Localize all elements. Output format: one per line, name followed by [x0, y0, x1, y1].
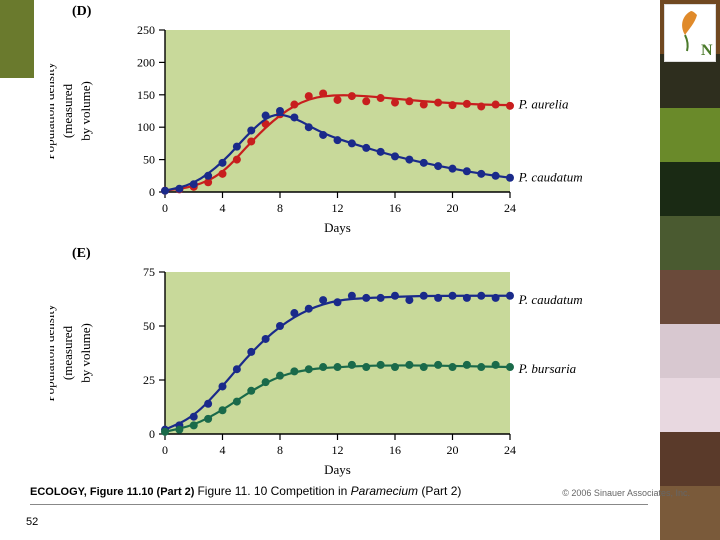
svg-text:12: 12: [332, 443, 344, 457]
svg-text:16: 16: [389, 201, 401, 215]
svg-text:(measured: (measured: [60, 325, 75, 380]
svg-text:Days: Days: [324, 220, 351, 235]
footer-divider: [30, 504, 648, 505]
chart-panel-d: 0 4 8 12 16 20 24 0 50 100 150 200 250 Days Population…: [50, 18, 620, 238]
svg-text:Days: Days: [324, 462, 351, 477]
caption-genus: Paramecium: [351, 484, 418, 498]
copyright-text: © 2006 Sinauer Associates, Inc.: [562, 488, 690, 498]
sidebar-photo: [660, 270, 720, 324]
svg-text:P. caudatum: P. caudatum: [518, 292, 583, 307]
svg-text:N: N: [701, 42, 713, 59]
svg-text:by volume): by volume): [78, 81, 93, 141]
svg-text:100: 100: [137, 120, 155, 134]
svg-text:12: 12: [332, 201, 344, 215]
svg-text:8: 8: [277, 201, 283, 215]
svg-text:0: 0: [162, 443, 168, 457]
caption-suffix: (Part 2): [418, 484, 461, 498]
svg-text:P. bursaria: P. bursaria: [518, 361, 577, 376]
svg-text:4: 4: [220, 201, 226, 215]
svg-text:24: 24: [504, 201, 516, 215]
svg-text:P. caudatum: P. caudatum: [518, 170, 583, 185]
svg-text:Population density: Population density: [50, 304, 57, 402]
svg-text:150: 150: [137, 88, 155, 102]
svg-text:75: 75: [143, 265, 155, 279]
svg-text:50: 50: [143, 319, 155, 333]
svg-text:Population density: Population density: [50, 62, 57, 160]
svg-text:by volume): by volume): [78, 323, 93, 383]
svg-text:0: 0: [162, 201, 168, 215]
sidebar-photo: [660, 324, 720, 378]
svg-text:24: 24: [504, 443, 516, 457]
svg-text:4: 4: [220, 443, 226, 457]
sidebar-photo: [660, 162, 720, 216]
svg-text:20: 20: [447, 201, 459, 215]
figure-caption: ECOLOGY, Figure 11.10 (Part 2) Figure 11…: [30, 484, 690, 499]
caption-text: Figure 11. 10 Competition in Paramecium …: [197, 484, 461, 498]
sidebar-photo: [660, 216, 720, 270]
svg-text:200: 200: [137, 55, 155, 69]
page-number: 52: [26, 516, 38, 528]
svg-text:250: 250: [137, 23, 155, 37]
svg-text:16: 16: [389, 443, 401, 457]
sidebar-photo-strip: [660, 0, 720, 540]
chart-panel-e: 0 4 8 12 16 20 24 0 25 50 75 Days Population density…: [50, 260, 620, 480]
sidebar-photo: [660, 108, 720, 162]
svg-text:25: 25: [143, 373, 155, 387]
caption-prefix: Figure 11. 10 Competition in: [197, 484, 350, 498]
sidebar-photo: [660, 432, 720, 486]
svg-text:20: 20: [447, 443, 459, 457]
publisher-logo: N: [664, 4, 716, 62]
svg-text:P. aurelia: P. aurelia: [518, 97, 569, 112]
svg-text:(measured: (measured: [60, 83, 75, 138]
accent-bar: [0, 0, 34, 78]
svg-text:50: 50: [143, 153, 155, 167]
sidebar-photo: [660, 378, 720, 432]
svg-text:0: 0: [149, 427, 155, 441]
svg-text:0: 0: [149, 185, 155, 199]
svg-text:8: 8: [277, 443, 283, 457]
figure-reference: ECOLOGY, Figure 11.10 (Part 2): [30, 486, 194, 498]
